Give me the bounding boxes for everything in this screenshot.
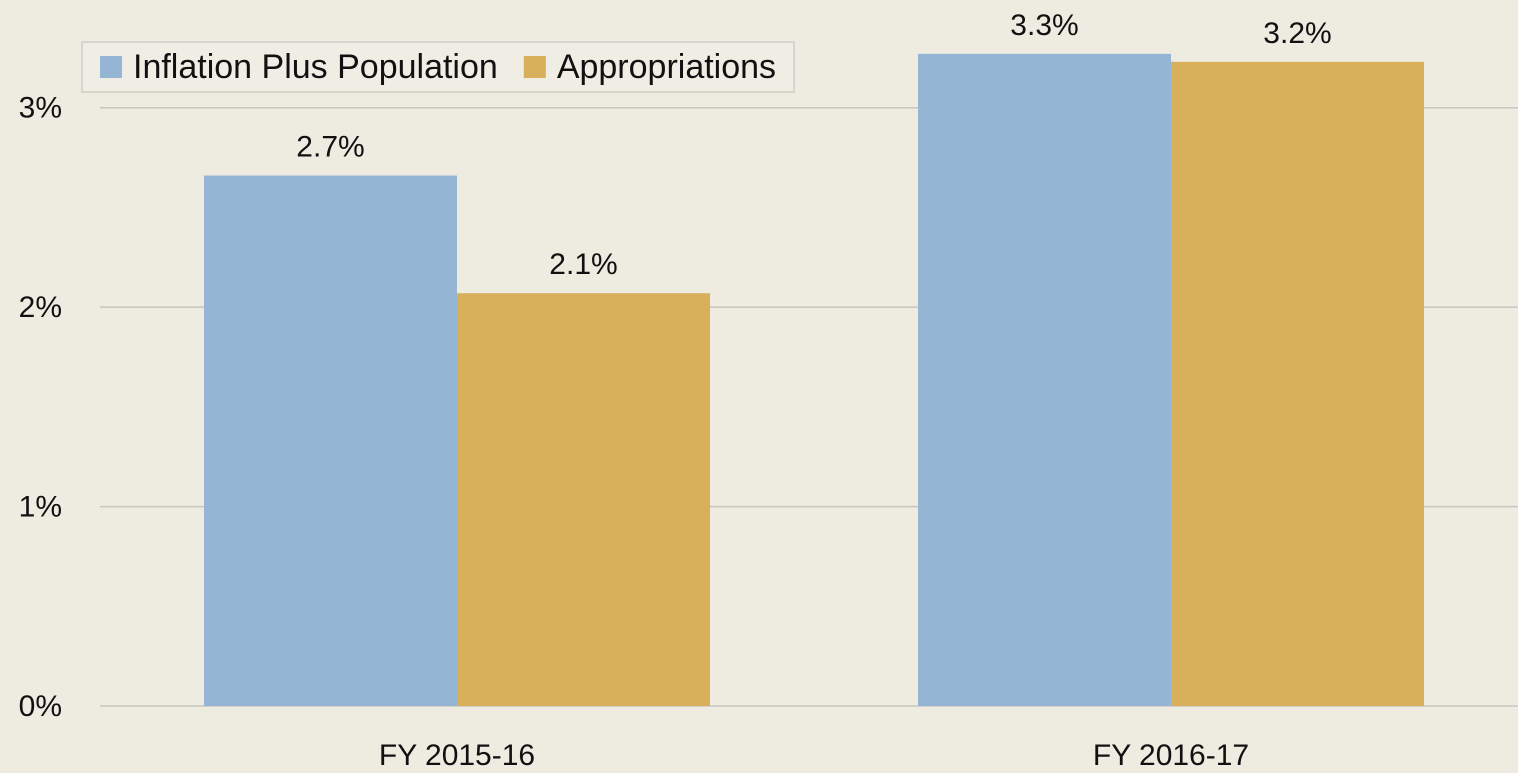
bar — [918, 53, 1171, 706]
data-label: 3.3% — [1010, 9, 1078, 42]
bar — [1171, 61, 1424, 707]
legend-swatch — [523, 56, 546, 78]
legend-swatch — [100, 56, 122, 78]
bar — [204, 175, 457, 706]
data-label: 2.1% — [549, 248, 617, 281]
data-label: 3.2% — [1263, 17, 1331, 50]
y-tick-label: 1% — [19, 490, 62, 523]
legend-label: Inflation Plus Population — [133, 48, 498, 86]
y-tick-label: 0% — [19, 690, 62, 723]
x-tick-label: FY 2016-17 — [1093, 739, 1249, 772]
y-tick-label: 3% — [19, 92, 62, 125]
data-label: 2.7% — [296, 130, 364, 163]
legend-box — [81, 41, 795, 93]
legend-label: Appropriations — [557, 48, 776, 86]
bar — [457, 293, 710, 706]
legend: Inflation Plus Population Appropriations — [81, 41, 795, 93]
y-tick-label: 2% — [19, 291, 62, 324]
x-tick-label: FY 2015-16 — [379, 739, 535, 772]
